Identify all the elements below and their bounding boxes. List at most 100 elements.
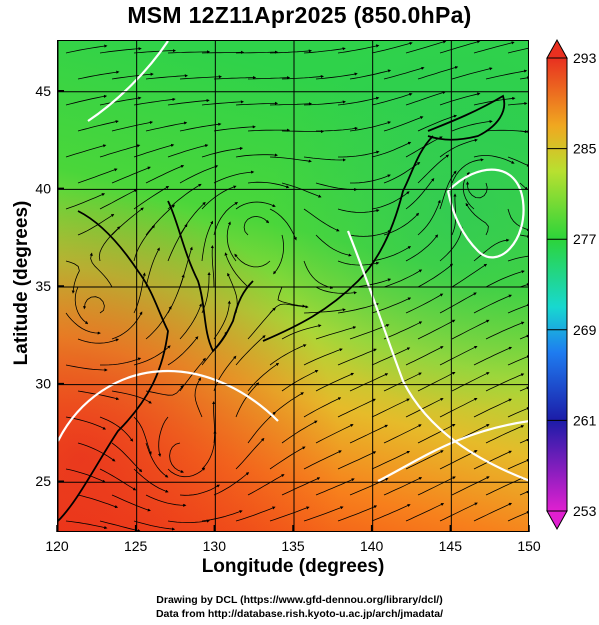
streamline (337, 398, 376, 418)
streamline (99, 96, 142, 106)
coastline-hokkaido (427, 94, 506, 141)
coastline-china (58, 210, 169, 522)
streamline (405, 91, 446, 106)
streamline (201, 220, 214, 262)
streamline (349, 324, 390, 340)
streamline (277, 286, 306, 308)
streamline (179, 303, 202, 340)
streamline (507, 511, 528, 522)
streamline (269, 208, 297, 241)
streamline (473, 502, 513, 522)
streamline (439, 502, 478, 522)
streamline (179, 75, 222, 80)
streamline (65, 144, 107, 158)
streamline (451, 158, 484, 184)
streamline (167, 144, 209, 158)
streamline (371, 246, 412, 262)
streamline (507, 208, 528, 231)
streamline (281, 477, 321, 496)
streamline (439, 138, 478, 158)
streamline (247, 128, 291, 132)
streamline (485, 270, 525, 288)
streamline (65, 312, 101, 335)
streamline (371, 92, 413, 106)
streamline (519, 334, 528, 340)
streamline (77, 442, 116, 462)
isotherms (58, 41, 528, 482)
streamline (98, 226, 121, 262)
streamline (473, 41, 515, 54)
streamline (247, 411, 276, 444)
attribution-footer: Drawing by DCL (https://www.gfd-dennou.o… (0, 593, 599, 621)
streamline (337, 451, 377, 470)
streamline (337, 302, 379, 314)
streamline (179, 122, 222, 132)
x-tick-label: 125 (124, 538, 148, 554)
streamline (179, 484, 220, 496)
streamline (247, 362, 280, 392)
streamline (350, 174, 391, 184)
streamline (337, 208, 380, 213)
streamline (213, 75, 257, 80)
streamline (167, 336, 199, 366)
streamline (303, 156, 346, 162)
streamline (247, 474, 285, 496)
streamline (316, 126, 358, 132)
streamline (519, 182, 528, 191)
streamline (519, 234, 528, 238)
streamline (201, 100, 244, 106)
streamlines (65, 41, 528, 531)
streamline (99, 468, 137, 491)
streamline (77, 213, 115, 236)
streamline (303, 47, 346, 54)
streamline (99, 520, 141, 531)
streamline (235, 335, 266, 366)
streamline (383, 212, 420, 236)
streamline (507, 156, 528, 167)
streamline (83, 296, 105, 314)
streamline (451, 319, 490, 340)
streamline (349, 424, 389, 444)
streamline (315, 326, 357, 340)
chart-title: MSM 12Z11Apr2025 (850.0hPa) (127, 2, 472, 28)
streamline (451, 119, 493, 132)
streamline (65, 193, 106, 210)
streamline (213, 300, 231, 340)
streamline (315, 72, 358, 80)
streamline (111, 120, 154, 132)
streamline (133, 224, 155, 262)
streamline (485, 69, 528, 80)
streamline (145, 494, 187, 507)
streamline (451, 372, 490, 392)
streamline (133, 49, 176, 54)
streamline (226, 221, 237, 262)
streamline (405, 178, 435, 210)
streamline (383, 477, 423, 496)
x-tick-label: 130 (203, 538, 227, 554)
streamline (303, 208, 340, 232)
streamline (269, 49, 312, 54)
streamline (77, 168, 118, 184)
isotherm-south (58, 369, 279, 442)
streamline (519, 76, 528, 80)
streamline (349, 121, 392, 132)
streamline (235, 382, 260, 418)
streamline (485, 477, 525, 496)
streamline (281, 324, 322, 340)
streamline (507, 46, 528, 54)
streamline (281, 370, 319, 392)
streamline (201, 430, 217, 470)
x-tick-label: 120 (45, 538, 69, 554)
streamline (77, 120, 119, 132)
streamline (383, 372, 422, 392)
streamline (201, 271, 211, 314)
streamline (210, 245, 215, 288)
colorbar-bottom-triangle (546, 510, 568, 531)
streamline (133, 97, 176, 106)
streamline (371, 398, 410, 418)
streamline (465, 202, 489, 236)
streamline (89, 252, 113, 288)
streamline (315, 424, 354, 444)
streamline (99, 416, 134, 442)
coastline-japan (262, 135, 434, 342)
